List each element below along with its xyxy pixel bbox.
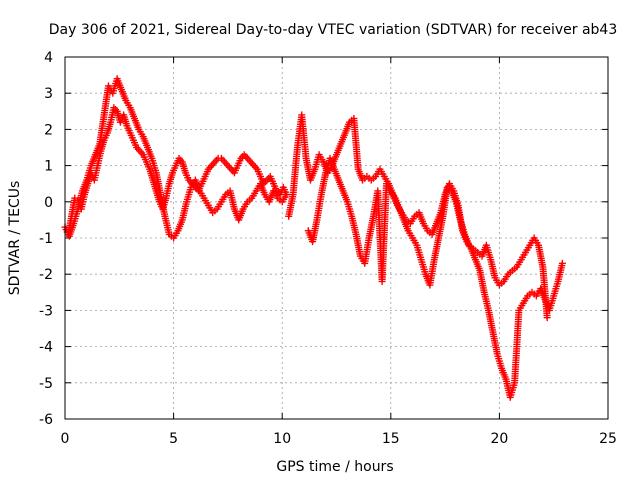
y-tick-label: -3 — [39, 303, 53, 319]
y-tick-label: -5 — [39, 376, 53, 392]
plot-frame — [64, 56, 609, 420]
x-tick-label: 25 — [599, 431, 617, 447]
x-tick-label: 20 — [490, 431, 508, 447]
y-tick-label: 1 — [44, 159, 53, 175]
grid — [65, 57, 608, 419]
x-tick-label: 10 — [273, 431, 291, 447]
data-series-group — [61, 104, 291, 238]
data-series-group — [65, 75, 291, 242]
y-tick-label: -4 — [39, 340, 53, 356]
data-series-group — [304, 154, 551, 322]
data-point — [283, 191, 291, 199]
data-series — [61, 75, 566, 401]
y-tick-label: -2 — [39, 267, 53, 283]
data-point — [558, 259, 566, 267]
x-axis-label: GPS time / hours — [276, 459, 393, 475]
axis-ticks: 0 5 10 15 20 25 -6 -5 -4 -3 -2 -1 0 1 2 3 4 — [39, 50, 617, 447]
chart-title: Day 306 of 2021, Sidereal Day-to-day VTE… — [49, 22, 618, 38]
y-tick-label: 4 — [44, 50, 53, 66]
y-tick-label: 0 — [44, 195, 53, 211]
x-tick-label: 0 — [61, 431, 70, 447]
y-tick-label: -1 — [39, 231, 53, 247]
y-axis-label: SDTVAR / TECUs — [7, 181, 23, 296]
data-point — [543, 314, 551, 322]
y-tick-label: -6 — [39, 412, 53, 428]
x-tick-label: 5 — [169, 431, 178, 447]
y-tick-label: 2 — [44, 122, 53, 138]
y-tick-label: 3 — [44, 86, 53, 102]
x-tick-label: 15 — [382, 431, 400, 447]
